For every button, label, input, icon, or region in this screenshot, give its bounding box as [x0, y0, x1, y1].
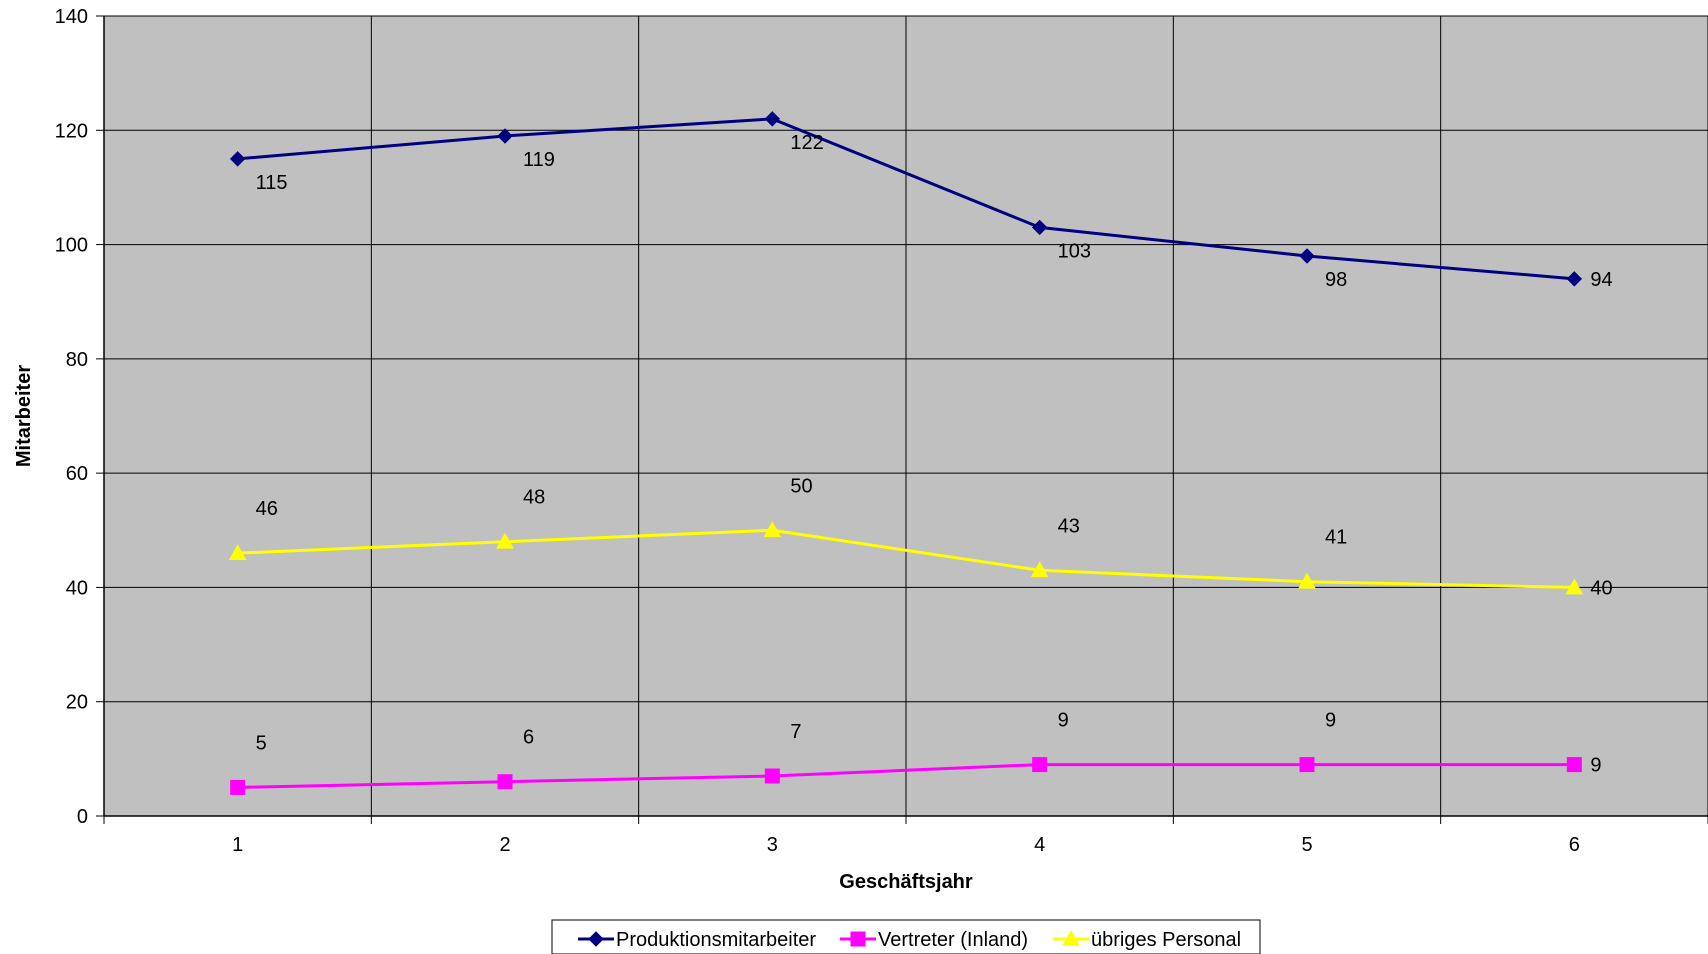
data-point-produktionsmitarbeiter [1566, 271, 1583, 287]
x-tick-label: 5 [1301, 834, 1312, 856]
data-label-produktionsmitarbeiter: 103 [1058, 240, 1091, 262]
x-tick-label: 3 [767, 834, 778, 856]
data-point-übriges-personal [1298, 572, 1316, 589]
data-label-übriges-personal: 50 [790, 475, 812, 497]
data-point-vertreter-inland [1032, 757, 1048, 773]
data-label-vertreter-inland: 9 [1058, 710, 1069, 732]
legend-swatch-marker-produktionsmitarbeiter [588, 931, 604, 947]
legend-entry-produktionsmitarbeiter: Produktionsmitarbeiter [616, 929, 816, 951]
x-tick-label: 4 [1034, 834, 1045, 856]
series-line-übriges-personal [237, 528, 1575, 589]
data-label-produktionsmitarbeiter: 115 [256, 172, 288, 194]
data-point-vertreter-inland [764, 768, 780, 784]
data-label-vertreter-inland: 5 [256, 732, 267, 754]
data-point-vertreter-inland [1566, 757, 1582, 773]
data-label-vertreter-inland: 9 [1325, 710, 1336, 732]
data-point-produktionsmitarbeiter [1299, 248, 1315, 264]
data-label-übriges-personal: 40 [1590, 577, 1612, 599]
data-label-übriges-personal: 48 [523, 487, 545, 509]
data-point-produktionsmitarbeiter [497, 128, 513, 144]
data-point-übriges-personal [763, 521, 782, 538]
data-point-produktionsmitarbeiter [229, 151, 246, 167]
data-label-vertreter-inland: 7 [790, 721, 801, 743]
data-label-produktionsmitarbeiter: 94 [1590, 269, 1612, 291]
legend-swatch-marker-vertreter-inland [850, 931, 866, 947]
legend-entry-vertreter-inland: Vertreter (Inland) [878, 929, 1028, 951]
x-tick-label: 2 [499, 834, 510, 856]
data-label-übriges-personal: 43 [1058, 515, 1080, 537]
data-label-produktionsmitarbeiter: 122 [790, 132, 823, 154]
data-label-produktionsmitarbeiter: 98 [1325, 269, 1347, 291]
data-point-vertreter-inland [230, 779, 246, 795]
y-tick-label: 80 [66, 349, 88, 371]
y-tick-label: 60 [66, 463, 88, 485]
series-line-vertreter-inland [237, 763, 1575, 789]
legend-box [551, 919, 1261, 954]
data-label-vertreter-inland: 6 [523, 727, 534, 749]
x-tick-label: 1 [232, 834, 243, 856]
y-tick-label: 120 [55, 120, 88, 142]
x-tick-label: 6 [1569, 834, 1580, 856]
legend-entry-übriges-personal: übriges Personal [1091, 929, 1241, 951]
data-point-übriges-personal [1030, 561, 1049, 578]
data-labels: 115 119 122 103 98 94 5 6 7 9 9 9 46 48 50 43 41 40 [256, 132, 1613, 777]
legend: Produktionsmitarbeiter Vertreter (Inland)… [551, 919, 1261, 954]
legend-swatch-marker-übriges-personal [1062, 929, 1080, 946]
y-tick-label: 20 [66, 692, 88, 714]
y-tick-label: 100 [55, 235, 88, 257]
data-point-übriges-personal [228, 544, 247, 561]
data-label-vertreter-inland: 9 [1590, 755, 1601, 777]
axes: 0 20 40 60 80 100 120 140 1 2 3 4 5 6 [55, 6, 1708, 856]
y-axis-title: Mitarbeiter [13, 365, 35, 467]
series-layer [228, 111, 1584, 795]
data-point-übriges-personal [496, 532, 514, 549]
gridlines [104, 15, 1708, 816]
data-label-produktionsmitarbeiter: 119 [523, 149, 555, 171]
y-tick-label: 140 [55, 6, 88, 28]
data-point-produktionsmitarbeiter [764, 111, 781, 127]
x-axis-title: Geschäftsjahr [839, 871, 973, 893]
data-label-übriges-personal: 41 [1325, 527, 1347, 549]
data-point-produktionsmitarbeiter [1031, 219, 1048, 236]
y-tick-label: 0 [77, 806, 88, 828]
y-tick-label: 40 [66, 577, 88, 599]
data-point-vertreter-inland [1299, 757, 1315, 773]
data-label-übriges-personal: 46 [256, 498, 278, 520]
data-point-vertreter-inland [497, 774, 513, 790]
series-line-produktionsmitarbeiter [237, 117, 1575, 281]
data-point-übriges-personal [1565, 578, 1584, 595]
